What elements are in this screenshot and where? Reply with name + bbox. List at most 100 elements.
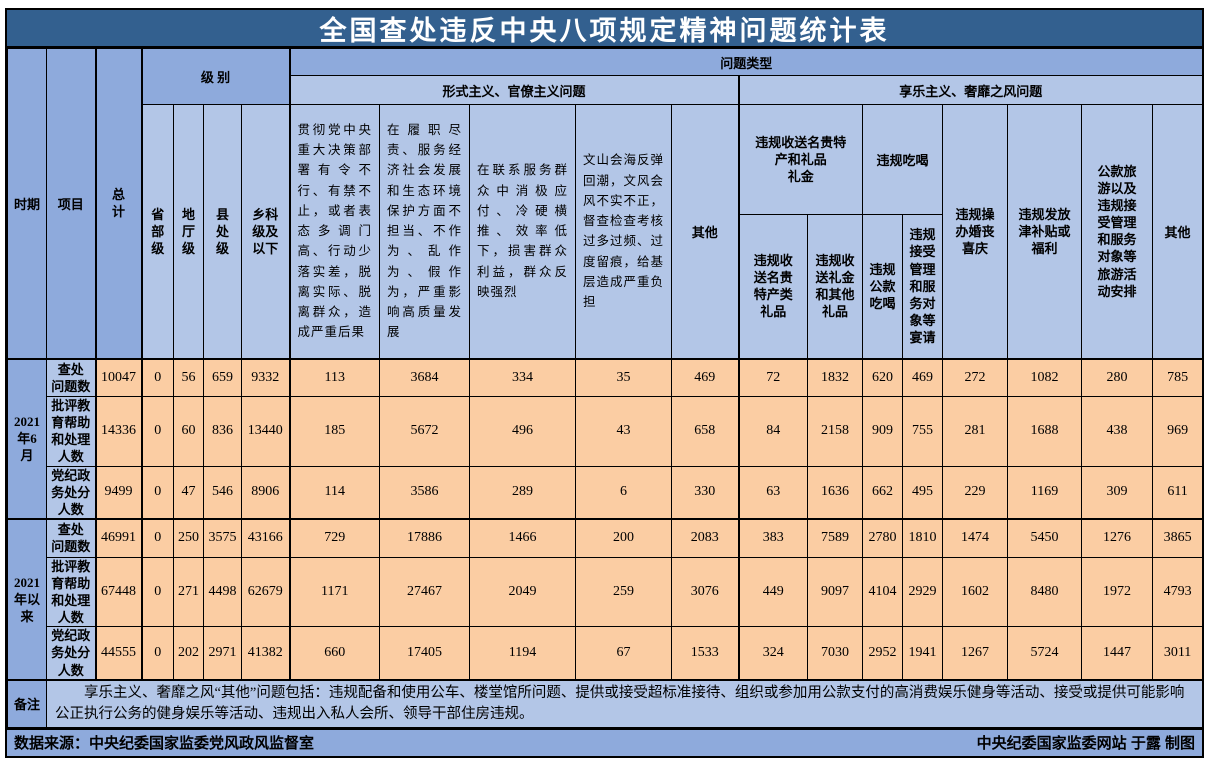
data-cell: 281 (942, 396, 1009, 467)
data-cell: 8480 (1007, 556, 1083, 628)
data-cell: 114 (289, 465, 381, 520)
data-cell: 4793 (1152, 556, 1204, 628)
data-cell: 909 (862, 396, 904, 467)
header-level-county: 县 处 级 (203, 104, 242, 359)
header-dining-sub-1: 违规 公款 吃喝 (862, 214, 904, 359)
period-label: 2021 年6 月 (7, 357, 47, 520)
data-cell: 1276 (1081, 518, 1154, 558)
data-cell: 17886 (379, 518, 471, 558)
table-row: 党纪政 务处分 人数 9499 0 47 546 8906 114 3586 2… (8, 465, 1204, 520)
data-cell: 1171 (289, 556, 381, 628)
data-cell: 67448 (95, 556, 143, 628)
data-cell: 2952 (862, 626, 904, 681)
data-cell: 1447 (1081, 626, 1154, 681)
data-cell: 280 (1081, 357, 1154, 397)
data-source: 数据来源：中央纪委国家监委党风政风监督室 (14, 735, 315, 753)
data-cell: 1810 (902, 518, 944, 558)
data-cell: 611 (1152, 465, 1204, 520)
header-formalism-col-2: 在履职尽责、服务经济社会发展和生态环境保护方面不担当、不作为、乱作为、假作为，严… (379, 104, 471, 359)
data-cell: 7589 (807, 518, 864, 558)
data-cell: 14336 (95, 396, 143, 467)
header-dining-group: 违规吃喝 (862, 104, 944, 215)
data-cell: 1533 (671, 626, 740, 681)
data-cell: 17405 (379, 626, 471, 681)
row-label: 查处 问题数 (46, 518, 97, 558)
data-cell: 2929 (902, 556, 944, 628)
row-label: 批评教 育帮助 和处理 人数 (46, 396, 97, 467)
data-cell: 2780 (862, 518, 904, 558)
data-cell: 1832 (807, 357, 864, 397)
data-cell: 755 (902, 396, 944, 467)
data-cell: 495 (902, 465, 944, 520)
data-cell: 250 (173, 518, 204, 558)
data-cell: 113 (289, 357, 381, 397)
data-cell: 200 (575, 518, 673, 558)
data-cell: 659 (203, 357, 242, 397)
header-period: 时期 (7, 48, 47, 359)
data-cell: 729 (289, 518, 381, 558)
data-cell: 836 (203, 396, 242, 467)
data-cell: 289 (469, 465, 577, 520)
statistics-table: 时期 项目 总 计 级 别 问题类型 形式主义、官僚主义问题 享乐主义、奢靡之风… (7, 48, 1204, 728)
data-cell: 47 (173, 465, 204, 520)
data-cell: 0 (141, 396, 174, 467)
data-cell: 496 (469, 396, 577, 467)
data-cell: 4498 (203, 556, 242, 628)
header-wedding-funeral: 违规操 办婚丧 喜庆 (942, 104, 1009, 359)
header-item: 项目 (46, 48, 97, 359)
data-cell: 3076 (671, 556, 740, 628)
data-cell: 271 (173, 556, 204, 628)
data-cell: 2083 (671, 518, 740, 558)
header-formalism-col-4: 文山会海反弹回潮，文风会风不实不正，督查检查考核过多过频、过度留痕，给基层造成严… (575, 104, 673, 359)
data-cell: 0 (141, 357, 174, 397)
table-row: 批评教 育帮助 和处理 人数 67448 0 271 4498 62679 11… (8, 556, 1204, 628)
table-row: 2021 年6 月 查处 问题数 10047 0 56 659 9332 113… (7, 357, 1204, 520)
data-cell: 3586 (379, 465, 471, 520)
remark-row: 备注 享乐主义、奢靡之风“其他”问题包括：违规配备和使用公车、楼堂馆所问题、提供… (7, 678, 1204, 728)
header-problem-type: 问题类型 (289, 48, 1204, 76)
data-cell: 67 (575, 626, 673, 681)
data-cell: 1082 (1007, 357, 1083, 397)
data-cell: 5724 (1007, 626, 1083, 681)
data-cell: 56 (173, 357, 204, 397)
table-row: 2021 年以 来 查处 问题数 46991 0 250 3575 43166 … (7, 518, 1204, 681)
header-public-travel: 公款旅 游以及 违规接 受管理 和服务 对象等 旅游活 动安排 (1081, 104, 1154, 359)
data-cell: 969 (1152, 396, 1204, 467)
data-cell: 2049 (469, 556, 577, 628)
header-formalism-col-1: 贯彻党中央重大决策部署有令不行、有禁不止，或者表态多调门高、行动少落实差，脱离实… (289, 104, 381, 359)
data-cell: 7030 (807, 626, 864, 681)
header-hedonism-other: 其他 (1152, 104, 1204, 359)
header-level-province: 省 部 级 (141, 104, 174, 359)
header-level-prefecture: 地 厅 级 (173, 104, 204, 359)
header-gift-sub-1: 违规收 送名贵 特产类 礼品 (738, 214, 809, 359)
data-cell: 1602 (942, 556, 1009, 628)
data-cell: 1972 (1081, 556, 1154, 628)
remark-label: 备注 (7, 678, 47, 728)
data-cell: 8906 (240, 465, 291, 520)
data-cell: 259 (575, 556, 673, 628)
data-cell: 63 (738, 465, 809, 520)
data-cell: 334 (469, 357, 577, 397)
header-level-township: 乡科 级及 以下 (240, 104, 291, 359)
header-allowance: 违规发放 津补贴或 福利 (1007, 104, 1083, 359)
data-cell: 309 (1081, 465, 1154, 520)
statistics-sheet: 全国查处违反中央八项规定精神问题统计表 时期 项目 总 计 级 别 问题类型 形… (5, 8, 1204, 758)
data-cell: 438 (1081, 396, 1154, 467)
data-cell: 41382 (240, 626, 291, 681)
data-cell: 46991 (95, 518, 143, 558)
data-cell: 35 (575, 357, 673, 397)
data-cell: 3865 (1152, 518, 1204, 558)
data-cell: 1636 (807, 465, 864, 520)
data-cell: 383 (738, 518, 809, 558)
data-cell: 449 (738, 556, 809, 628)
footer-bar: 数据来源：中央纪委国家监委党风政风监督室 中央纪委国家监委网站 于露 制图 (7, 727, 1202, 756)
header-gift-group: 违规收送名贵特 产和礼品 礼金 (738, 104, 864, 215)
page-title: 全国查处违反中央八项规定精神问题统计表 (7, 10, 1202, 48)
data-cell: 469 (902, 357, 944, 397)
data-cell: 469 (671, 357, 740, 397)
remark-text: 享乐主义、奢靡之风“其他”问题包括：违规配备和使用公车、楼堂馆所问题、提供或接受… (45, 678, 1204, 728)
data-cell: 60 (173, 396, 204, 467)
header-formalism-group: 形式主义、官僚主义问题 (289, 75, 740, 105)
data-cell: 9097 (807, 556, 864, 628)
data-cell: 660 (289, 626, 381, 681)
